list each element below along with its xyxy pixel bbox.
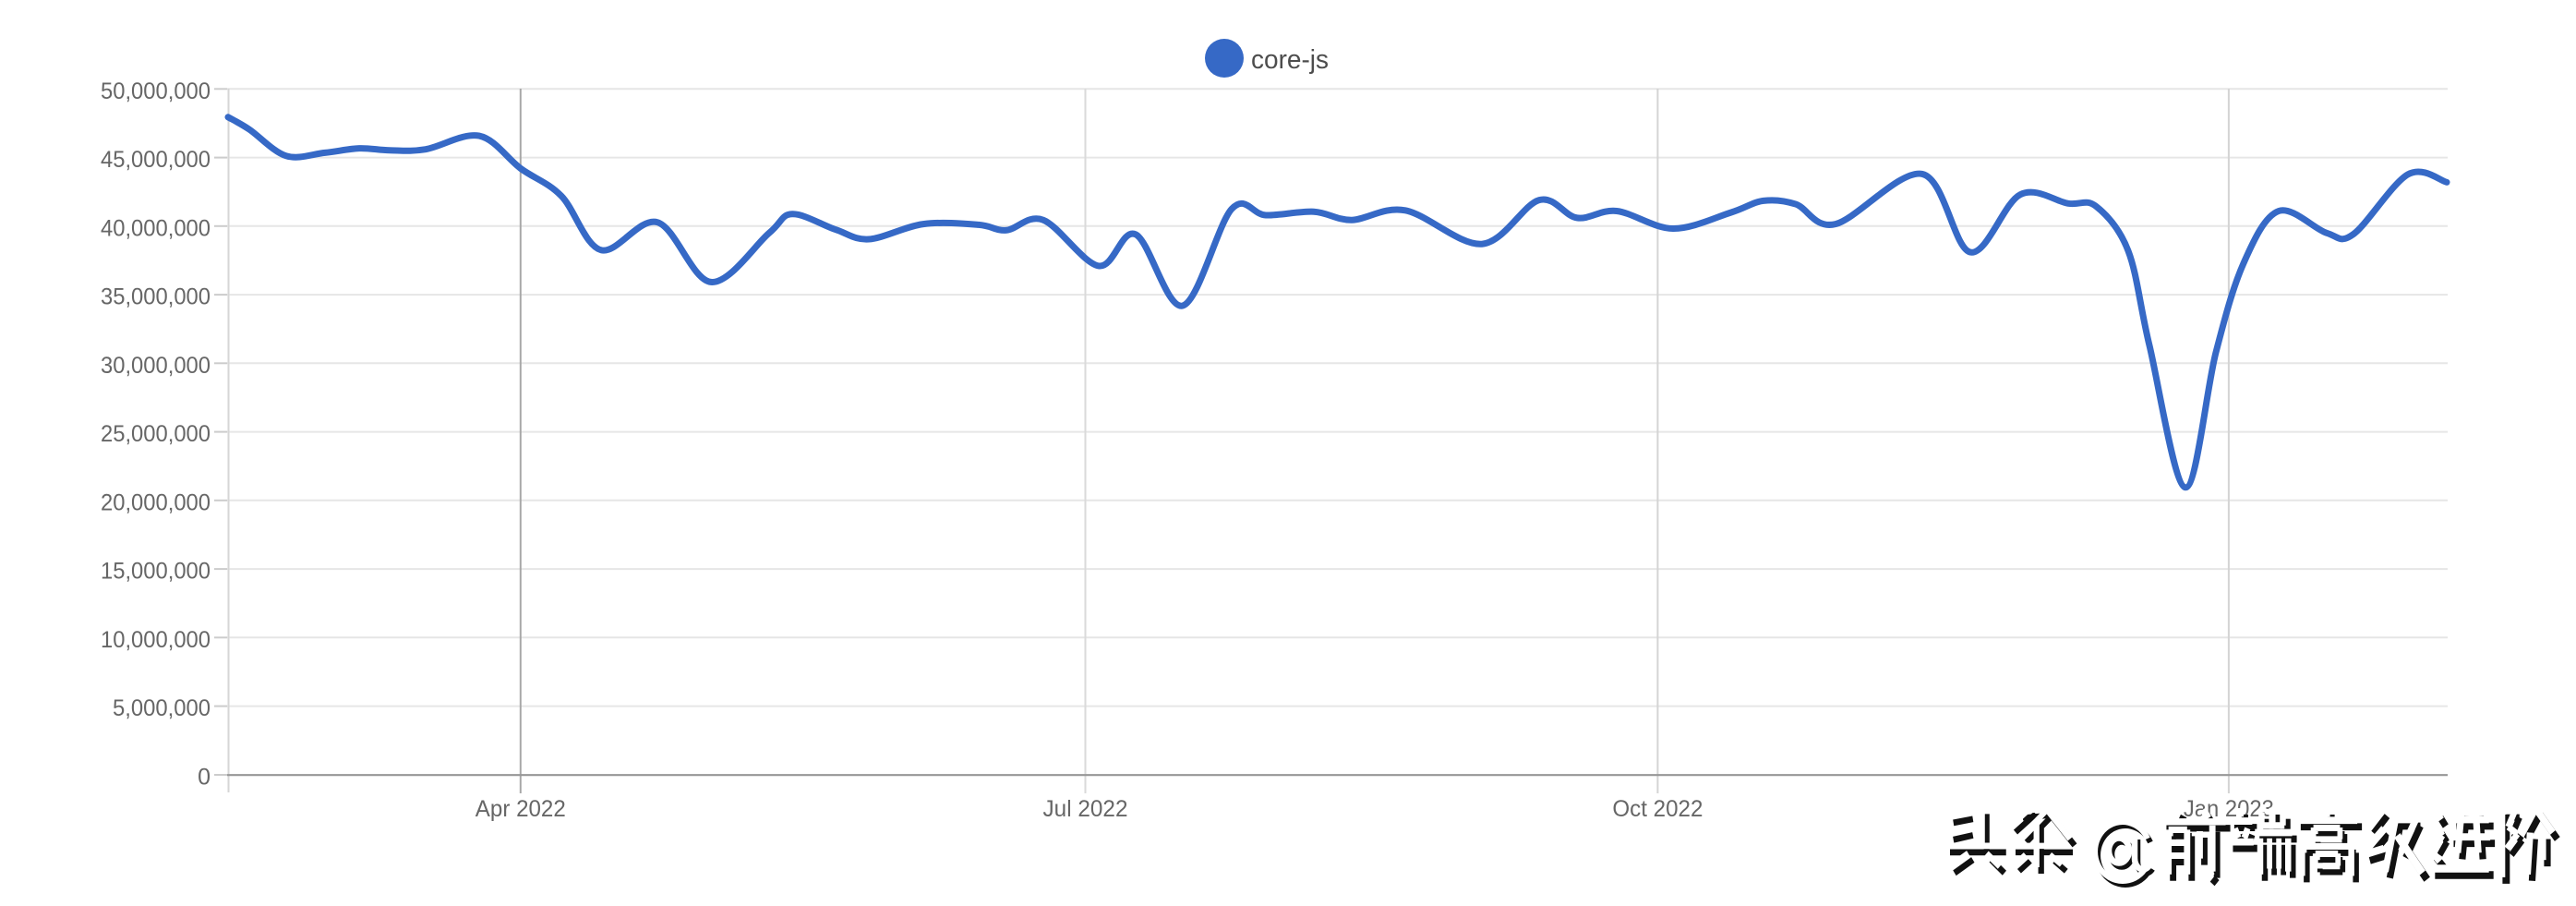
svg-text:Jul 2022: Jul 2022 bbox=[1043, 796, 1128, 822]
svg-text:5,000,000: 5,000,000 bbox=[113, 695, 211, 721]
svg-text:20,000,000: 20,000,000 bbox=[101, 489, 211, 515]
svg-text:0: 0 bbox=[198, 765, 211, 791]
svg-text:35,000,000: 35,000,000 bbox=[101, 284, 211, 310]
svg-text:25,000,000: 25,000,000 bbox=[101, 421, 211, 447]
svg-text:Oct 2022: Oct 2022 bbox=[1612, 796, 1703, 822]
svg-text:50,000,000: 50,000,000 bbox=[101, 79, 211, 104]
svg-text:core-js: core-js bbox=[1251, 45, 1329, 75]
svg-text:45,000,000: 45,000,000 bbox=[101, 147, 211, 173]
svg-text:40,000,000: 40,000,000 bbox=[101, 215, 211, 241]
svg-text:10,000,000: 10,000,000 bbox=[101, 627, 211, 653]
svg-text:Apr 2022: Apr 2022 bbox=[475, 796, 566, 822]
svg-text:30,000,000: 30,000,000 bbox=[101, 353, 211, 379]
svg-text:15,000,000: 15,000,000 bbox=[101, 559, 211, 585]
